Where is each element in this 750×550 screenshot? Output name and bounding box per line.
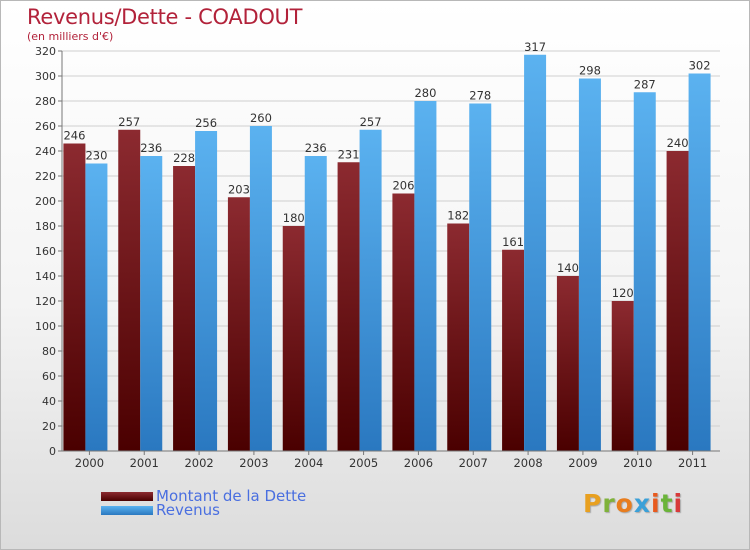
y-tick-label: 20: [42, 420, 56, 433]
x-tick-label: 2002: [184, 456, 213, 470]
logo-letter: P: [583, 489, 603, 518]
legend-swatch-dette: [101, 492, 153, 501]
bar-dette: [282, 226, 305, 451]
bar-dette: [611, 301, 634, 451]
x-tick-label: 2003: [239, 456, 268, 470]
y-tick-label: 320: [35, 45, 56, 58]
y-tick-label: 120: [35, 295, 56, 308]
data-label-revenus: 302: [689, 59, 711, 73]
y-tick-label: 300: [35, 70, 56, 83]
data-label-dette: 206: [392, 179, 414, 193]
y-tick-label: 240: [35, 145, 56, 158]
data-label-revenus: 298: [579, 64, 601, 78]
legend-swatch-revenus: [101, 506, 153, 515]
bar-dette: [556, 276, 579, 451]
bar-dette: [502, 249, 525, 451]
bar-dette: [666, 151, 689, 451]
data-label-dette: 161: [502, 235, 524, 249]
bar-dette: [392, 193, 415, 451]
data-label-revenus: 236: [305, 141, 327, 155]
x-tick-label: 2010: [623, 456, 652, 470]
data-label-dette: 182: [447, 209, 469, 223]
bar-dette: [118, 129, 141, 451]
bar-revenus: [85, 163, 108, 451]
logo-letter: t: [660, 489, 674, 518]
data-label-revenus: 278: [469, 89, 491, 103]
logo-letter: i: [651, 489, 661, 518]
grid: [62, 50, 720, 427]
y-tick-label: 0: [49, 445, 56, 458]
bar-revenus: [578, 78, 601, 451]
bar-revenus: [359, 129, 382, 451]
bar-revenus: [688, 73, 711, 451]
bar-dette: [337, 162, 360, 451]
data-label-dette: 140: [557, 261, 579, 275]
bar-dette: [447, 223, 470, 451]
logo-letter: r: [602, 489, 616, 518]
data-label-revenus: 280: [414, 86, 436, 100]
data-label-dette: 203: [228, 182, 250, 196]
axes: 0 20 40 60 80 100 120 140 160 180 200 220 240 260 280 3…: [35, 45, 720, 470]
bars: [63, 54, 711, 451]
bar-revenus: [249, 126, 272, 451]
x-tick-label: 2008: [513, 456, 542, 470]
data-label-revenus: 287: [634, 77, 656, 91]
legend-label-revenus: Revenus: [156, 501, 220, 519]
bar-revenus: [469, 103, 492, 451]
x-tick-label: 2005: [349, 456, 378, 470]
data-label-dette: 231: [338, 147, 360, 161]
data-label-dette: 228: [173, 151, 195, 165]
y-tick-label: 80: [42, 345, 56, 358]
logo-letter: i: [673, 489, 684, 518]
x-tick-label: 2004: [294, 456, 323, 470]
y-tick-label: 280: [35, 95, 56, 108]
chart-subtitle: (en milliers d'€): [27, 30, 114, 43]
y-tick-label: 100: [35, 320, 56, 333]
data-label-revenus: 317: [524, 40, 546, 54]
y-tick-label: 220: [35, 170, 56, 183]
x-tick-label: 2000: [75, 456, 104, 470]
data-label-dette: 240: [667, 136, 689, 150]
bar-revenus: [414, 101, 437, 451]
y-tick-label: 160: [35, 245, 56, 258]
y-tick-label: 40: [42, 395, 56, 408]
bar-revenus: [195, 131, 218, 451]
bar-dette: [63, 143, 86, 451]
x-tick-label: 2001: [130, 456, 159, 470]
data-label-dette: 257: [118, 115, 140, 129]
data-label-dette: 246: [63, 129, 85, 143]
data-label-revenus: 230: [85, 149, 107, 163]
data-label-dette: 180: [283, 211, 305, 225]
bar-revenus: [140, 156, 163, 451]
bar-revenus: [524, 54, 547, 451]
data-label-revenus: 257: [360, 115, 382, 129]
logo-letter: x: [633, 489, 651, 518]
y-tick-label: 200: [35, 195, 56, 208]
logo-letter: o: [615, 489, 634, 518]
y-tick-label: 260: [35, 120, 56, 133]
x-tick-label: 2009: [568, 456, 597, 470]
data-label-revenus: 260: [250, 111, 272, 125]
bar-revenus: [633, 92, 656, 451]
y-tick-label: 180: [35, 220, 56, 233]
bar-dette: [173, 166, 196, 451]
data-label-revenus: 256: [195, 116, 217, 130]
bar-dette: [227, 197, 250, 451]
bar-revenus: [304, 156, 327, 451]
chart-title: Revenus/Dette - COADOUT: [27, 5, 303, 29]
x-tick-label: 2006: [404, 456, 433, 470]
x-tick-label: 2011: [678, 456, 707, 470]
legend-label-dette: Montant de la Dette: [156, 487, 307, 505]
proxiti-logo: Proxiti: [583, 489, 683, 518]
y-tick-label: 140: [35, 270, 56, 283]
y-tick-label: 60: [42, 370, 56, 383]
data-label-revenus: 236: [140, 141, 162, 155]
data-label-dette: 120: [612, 286, 634, 300]
x-tick-label: 2007: [459, 456, 488, 470]
